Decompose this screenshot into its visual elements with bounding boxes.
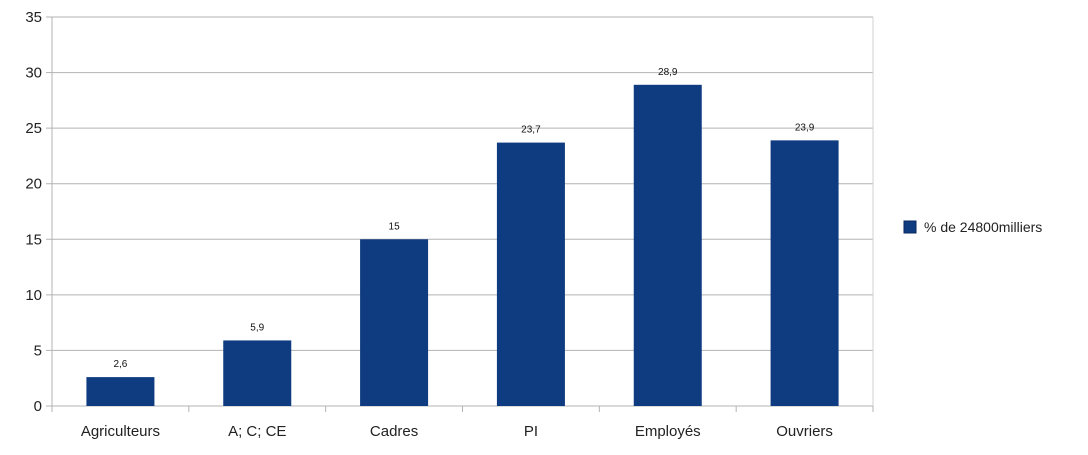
y-tick-label: 15: [25, 231, 42, 248]
bar: [770, 140, 839, 406]
y-tick-label: 10: [25, 287, 42, 304]
y-tick-label: 35: [25, 9, 42, 26]
bar: [223, 340, 292, 406]
data-label: 23,7: [521, 125, 541, 136]
x-tick-label: Employés: [635, 423, 701, 440]
x-tick-label: A; C; CE: [228, 423, 286, 440]
bar: [496, 142, 565, 406]
data-label: 2,6: [113, 359, 127, 370]
y-tick-label: 30: [25, 65, 42, 82]
bar: [633, 84, 702, 406]
gridlines: [52, 16, 873, 351]
legend-label: % de 24800milliers: [924, 219, 1042, 235]
bars: [86, 84, 839, 406]
legend: % de 24800milliers: [903, 219, 1042, 235]
x-tick-label: Cadres: [370, 423, 418, 440]
axes: 0 5 10 15 20 25 30 35 Agriculteurs A; C; CE Cadres…: [25, 9, 874, 440]
y-tick-label: 20: [25, 176, 42, 193]
data-label: 5,9: [250, 322, 264, 333]
data-label: 15: [389, 221, 401, 232]
y-tick-label: 0: [34, 398, 42, 415]
y-tick-label: 5: [34, 342, 42, 359]
bar: [86, 377, 155, 406]
data-label: 23,9: [795, 122, 815, 133]
x-tick-label: Agriculteurs: [81, 423, 160, 440]
data-label: 28,9: [658, 67, 678, 78]
bar: [360, 239, 429, 406]
y-tick-label: 25: [25, 120, 42, 137]
data-labels: 2,6 5,9 15 23,7 28,9 23,9: [113, 67, 814, 370]
x-tick-label: Ouvriers: [776, 423, 833, 440]
x-tick-label: PI: [524, 423, 538, 440]
legend-swatch: [903, 220, 917, 234]
